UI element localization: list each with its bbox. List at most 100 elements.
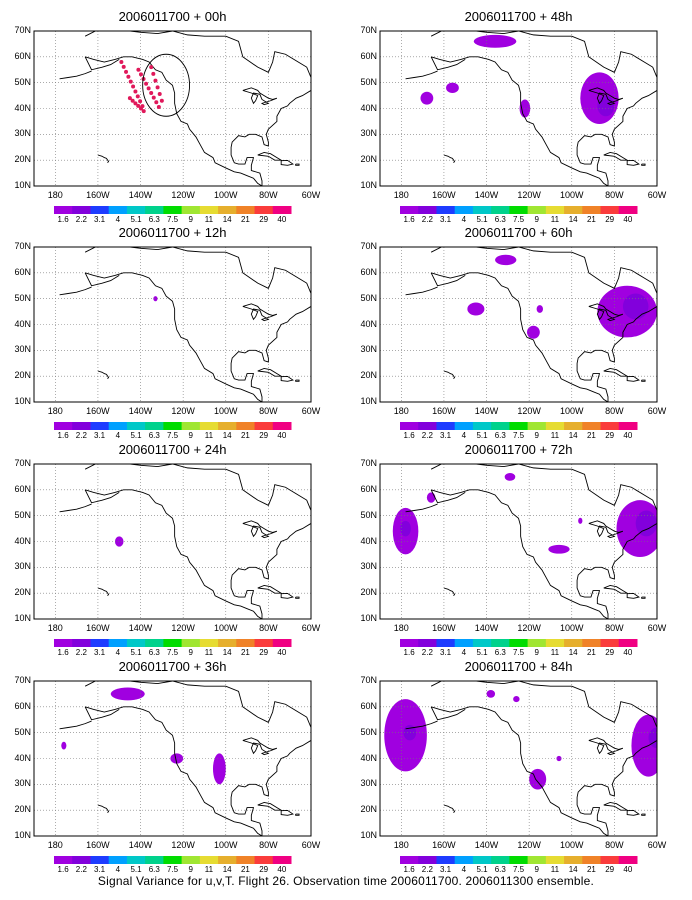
latitude-label: 70N [14,458,31,468]
colorbar-swatch [600,639,620,647]
longitude-label: 80W [259,190,278,200]
coastline [626,592,640,599]
colorbar-label: 7.5 [512,215,525,224]
colorbar-label: 14 [568,865,578,874]
coastline [603,151,629,161]
colorbar-label: 6.3 [148,215,160,224]
colorbar-label: 4 [115,865,121,874]
longitude-label: 60W [647,623,667,633]
colorbar-label: 2.2 [75,215,87,224]
latitude-label: 10N [360,613,377,623]
colorbar-swatch [145,639,164,647]
latitude-label: 30N [360,128,377,139]
colorbar-label: 14 [222,431,232,440]
colorbar-swatch [527,856,547,864]
colorbar-swatch [90,639,110,647]
colorbar-swatch [418,639,437,647]
colorbar-label: 3.1 [440,648,452,657]
colorbar-swatch [163,422,183,430]
longitude-label: 140W [474,840,499,850]
latitude-label: 40N [14,535,31,546]
colorbar-swatch [582,422,602,430]
colorbar-label: 29 [259,648,269,657]
colorbar-swatch [400,422,419,430]
coastline [257,367,283,377]
latitude-label: 20N [14,154,31,165]
latitude-label: 30N [360,344,377,355]
colorbar-label: 40 [277,865,287,874]
observation-point [124,69,129,74]
coastline [280,159,294,166]
coastline [85,272,263,402]
coastline [97,154,110,164]
coastline [295,379,300,382]
coastline [641,379,646,382]
colorbar-swatch [527,422,547,430]
variance-region [110,687,145,701]
colorbar-label: 11 [204,648,214,657]
longitude-label: 160W [432,190,456,200]
longitude-label: 180 [47,190,63,200]
observation-point [135,94,140,99]
colorbar-swatch [491,639,510,647]
panel-title: 2006011700 + 36h [118,659,227,674]
colorbar-label: 9 [534,215,539,224]
colorbar-swatch [181,639,201,647]
longitude-label: 100W [560,406,584,416]
coastline [242,520,278,539]
colorbar-swatch [126,639,146,647]
coastline [641,596,646,599]
coastline [85,56,263,186]
colorbar-label: 21 [240,215,250,224]
longitude-label: 120W [517,840,541,850]
colorbar-label: 6.3 [494,215,506,224]
colorbar-swatch [163,639,183,647]
latitude-label: 40N [360,318,377,329]
colorbar-label: 1.6 [403,215,415,224]
variance-region [170,753,184,764]
longitude-label: 120W [171,840,195,850]
colorbar-swatch [199,422,219,430]
colorbar-swatch [272,206,292,214]
coastline [431,56,609,186]
latitude-label: 70N [14,241,31,251]
colorbar-label: 2.2 [421,865,433,874]
longitude-label: 120W [517,406,541,416]
colorbar-label: 4 [461,215,467,224]
colorbar-swatch [126,422,146,430]
latitude-label: 40N [360,102,377,113]
longitude-label: 160W [86,840,110,850]
colorbar-swatch [272,422,292,430]
colorbar-label: 14 [568,648,578,657]
map-panel [379,30,658,214]
longitude-label: 160W [86,190,110,200]
variance-region [467,302,485,316]
colorbar-swatch [272,639,292,647]
longitude-label: 60W [647,406,667,416]
longitude-label: 180 [393,840,409,850]
colorbar-swatch [454,856,474,864]
variance-region [548,544,570,554]
colorbar-swatch [618,206,638,214]
variance-region [400,520,411,537]
coastline [430,681,657,738]
latitude-label: 10N [14,613,31,623]
panel-title: 2006011700 + 48h [464,9,573,24]
latitude-label: 20N [360,587,377,598]
coastline [431,272,609,402]
observation-point [144,81,149,86]
longitude-label: 120W [171,190,195,200]
colorbar-swatch [163,856,183,864]
longitude-label: 160W [86,623,110,633]
colorbar-label: 2.2 [421,431,433,440]
latitude-label: 50N [360,76,377,87]
latitude-label: 40N [360,535,377,546]
colorbar-swatch [126,206,146,214]
longitude-label: 80W [605,623,624,633]
latitude-label: 70N [14,25,31,35]
colorbar-label: 6.3 [148,865,160,874]
longitude-label: 120W [517,190,541,200]
colorbar-label: 2.2 [75,431,87,440]
colorbar-swatch [491,422,510,430]
target-circle [142,53,190,117]
